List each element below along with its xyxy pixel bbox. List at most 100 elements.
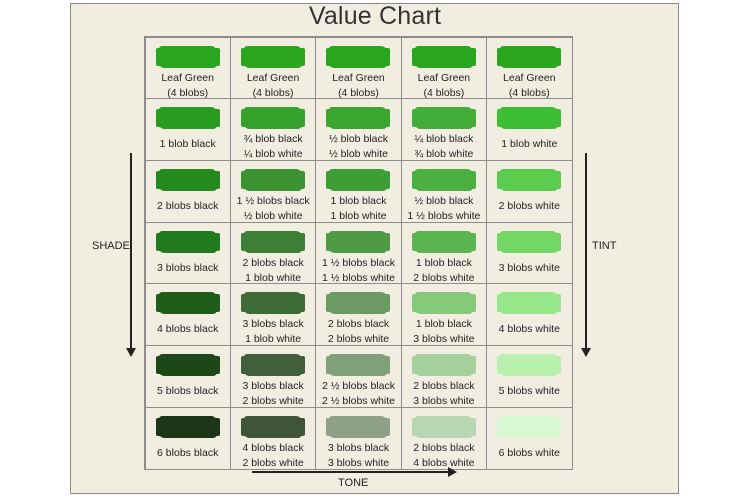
mix-label-line: 2 blobs white	[413, 271, 475, 284]
mix-label-line: 3 blobs white	[498, 261, 560, 274]
mix-label-line: 6 blobs white	[498, 446, 560, 459]
mix-label: 4 blobs black	[146, 322, 230, 337]
value-cell: 1 blob white	[486, 98, 573, 161]
mix-label-line: 2 blobs white	[498, 199, 560, 212]
paint-swatch	[500, 45, 559, 68]
value-cell: 5 blobs black	[144, 345, 231, 408]
paint-swatch	[244, 292, 303, 315]
mix-label-line: 2 blobs black	[413, 441, 475, 454]
value-cell: 3 blobs black 1 blob white	[229, 283, 317, 347]
mix-label: 3 blobs black 3 blobs white	[316, 441, 400, 471]
value-cell: 4 blobs black	[144, 283, 231, 347]
mix-label-line: ½ blob black	[414, 194, 474, 207]
mix-label-line: 1 blob black	[159, 138, 216, 151]
paint-swatch	[329, 168, 388, 191]
mix-label: 2 blobs black 4 blobs white	[402, 441, 486, 471]
mix-label-line: ¼ blob white	[243, 148, 303, 161]
mix-label-line: 4 blobs black	[157, 323, 219, 336]
mix-label-line: Leaf Green	[161, 71, 214, 84]
mix-label-line: ¾ blob black	[243, 133, 303, 146]
mix-label: ¼ blob black ¾ blob white	[402, 132, 486, 162]
mix-label-line: 1 blob black	[415, 256, 472, 269]
paint-swatch	[244, 230, 303, 253]
mix-label: 1 ½ blobs black ½ blob white	[231, 194, 315, 224]
mix-label-line: (4 blobs)	[338, 86, 379, 99]
mix-label-line: 1 blob white	[245, 333, 302, 346]
mix-label: 2 blobs black 1 blob white	[231, 256, 315, 286]
mix-label: ½ blob black 1 ½ blobs white	[402, 194, 486, 224]
mix-label-line: ½ blob white	[329, 148, 388, 161]
mix-label: 5 blobs white	[487, 384, 571, 399]
mix-label: 1 blob black 1 blob white	[316, 194, 400, 224]
value-cell: ¾ blob black ¼ blob white	[229, 98, 317, 162]
mix-label: 6 blobs black	[146, 446, 230, 461]
mix-label-line: (4 blobs)	[167, 86, 209, 99]
value-cell: ½ blob black 1 ½ blobs white	[400, 159, 488, 224]
mix-label-line: 1 blob white	[245, 271, 302, 284]
mix-label: 5 blobs black	[146, 384, 230, 399]
value-cell: 6 blobs white	[486, 406, 573, 470]
mix-label-line: 1 blob white	[330, 209, 387, 222]
paint-swatch	[414, 107, 473, 130]
value-cell: 1 blob black 1 blob white	[315, 159, 402, 224]
paint-swatch	[414, 168, 473, 191]
mix-label: Leaf Green (4 blobs)	[402, 71, 486, 101]
paint-swatch	[500, 292, 559, 315]
value-cell: 2 blobs black 3 blobs white	[400, 345, 488, 408]
value-cell: 5 blobs white	[486, 345, 573, 408]
paint-swatch	[244, 107, 303, 130]
mix-label-line: ¾ blob white	[414, 148, 474, 161]
value-cell: 2 blobs white	[486, 159, 573, 223]
mix-label: 2 blobs black	[146, 199, 230, 214]
mix-label-line: 4 blobs white	[498, 323, 560, 336]
value-cell: 3 blobs black 3 blobs white	[315, 406, 402, 471]
mix-label-line: 2 ½ blobs white	[322, 395, 395, 408]
mix-label: 1 blob white	[487, 137, 571, 152]
mix-label: 1 ½ blobs black 1 ½ blobs white	[316, 256, 400, 286]
paint-swatch	[414, 292, 473, 315]
mix-label: 2 ½ blobs black 2 ½ blobs white	[316, 379, 400, 409]
mix-label: ¾ blob black ¼ blob white	[231, 132, 315, 162]
value-cell: 3 blobs black	[144, 221, 231, 285]
paint-swatch	[500, 415, 559, 438]
value-cell: Leaf Green (4 blobs)	[229, 36, 317, 100]
mix-label-line: 4 blobs white	[413, 456, 475, 469]
mix-label-line: 2 blobs black	[327, 318, 390, 331]
mix-label-line: 3 blobs black	[327, 441, 390, 454]
mix-label-line: 3 blobs white	[413, 395, 475, 408]
mix-label-line: 3 blobs white	[413, 333, 475, 346]
value-cell: Leaf Green (4 blobs)	[400, 36, 488, 101]
paint-swatch	[414, 45, 473, 68]
mix-label-line: 5 blobs black	[157, 385, 219, 398]
paint-swatch	[329, 107, 388, 130]
paint-swatch	[414, 354, 473, 377]
paint-swatch	[158, 292, 217, 315]
value-cell: Leaf Green (4 blobs)	[315, 36, 402, 101]
mix-label: 3 blobs black 2 blobs white	[231, 379, 315, 409]
mix-label: 2 blobs white	[487, 199, 571, 214]
value-cell: 1 blob black	[144, 98, 231, 161]
paint-swatch	[329, 415, 388, 438]
mix-label: Leaf Green (4 blobs)	[316, 71, 400, 101]
value-cell: 2 blobs black 2 blobs white	[315, 283, 402, 347]
paint-swatch	[500, 107, 559, 130]
mix-label-line: (4 blobs)	[423, 86, 465, 99]
mix-label-line: 2 blobs white	[327, 333, 390, 346]
mix-label-line: 1 ½ blobs white	[407, 209, 481, 222]
mix-label: Leaf Green (4 blobs)	[487, 71, 571, 101]
tone-arrow	[252, 467, 457, 477]
value-cell: 1 ½ blobs black ½ blob white	[229, 159, 317, 224]
mix-label-line: Leaf Green	[246, 71, 300, 84]
mix-label-line: 1 blob white	[501, 138, 558, 151]
chart-title: Value Chart	[308, 2, 442, 30]
mix-label-line: 1 blob black	[330, 194, 387, 207]
mix-label: 2 blobs black 2 blobs white	[316, 317, 400, 347]
mix-label: 1 blob black	[146, 137, 230, 152]
tint-arrow	[581, 153, 591, 357]
mix-label-line: 2 blobs black	[242, 256, 304, 269]
value-cell: ¼ blob black ¾ blob white	[400, 98, 488, 162]
mix-label: 1 blob black 2 blobs white	[402, 256, 486, 286]
mix-label-line: 3 blobs white	[327, 456, 390, 469]
paint-swatch	[158, 230, 217, 253]
paint-swatch	[414, 415, 473, 438]
